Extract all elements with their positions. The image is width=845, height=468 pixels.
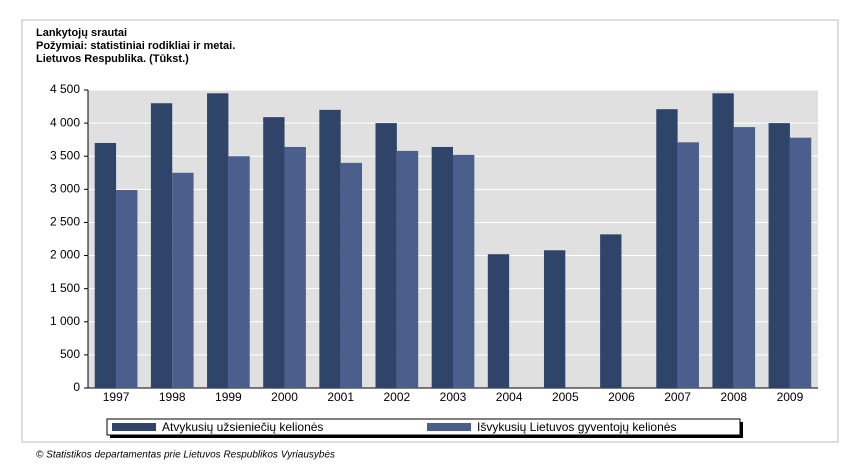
x-tick-label: 2004	[496, 390, 523, 404]
x-tick-label: 1998	[159, 390, 186, 404]
legend-label: Išvykusių Lietuvos gyventojų kelionės	[477, 420, 676, 434]
x-tick-label: 2006	[608, 390, 635, 404]
y-tick-label: 1 000	[50, 314, 80, 328]
bar	[116, 189, 138, 388]
bar	[375, 123, 397, 388]
bar	[263, 117, 285, 388]
bar	[207, 93, 229, 389]
x-tick-label: 2000	[271, 390, 298, 404]
bar	[340, 162, 363, 388]
x-tick-label: 1999	[215, 390, 242, 404]
subtitle: Lietuvos Respublika. (Tūkst.)	[36, 53, 189, 65]
x-tick-label: 2008	[720, 390, 747, 404]
bar	[487, 254, 510, 388]
bar	[768, 123, 790, 388]
bar	[94, 142, 117, 388]
bar	[789, 137, 812, 388]
x-tick-label: 2007	[664, 390, 691, 404]
x-tick-label: 2001	[327, 390, 354, 404]
bar	[712, 93, 734, 389]
legend-label: Atvykusių užsieniečių kelionės	[162, 420, 323, 434]
bar	[431, 146, 453, 388]
y-tick-label: 2 000	[50, 248, 80, 262]
bar	[677, 142, 699, 388]
source: © Statistikos departamentas prie Lietuvo…	[36, 450, 335, 461]
legend-swatch	[427, 423, 471, 431]
y-tick-label: 2 500	[50, 215, 80, 229]
bar	[172, 172, 194, 388]
y-tick-label: 500	[60, 347, 80, 361]
subtitle: Požymiai: statistiniai rodikliai ir meta…	[36, 40, 235, 52]
bar	[396, 150, 419, 388]
legend-swatch	[112, 423, 156, 431]
y-tick-label: 3 000	[50, 182, 80, 196]
x-tick-label: 2009	[777, 390, 804, 404]
bar	[319, 109, 341, 388]
chart-title: Lankytojų srautai	[36, 27, 127, 39]
bar	[453, 154, 475, 388]
bar	[228, 156, 250, 388]
x-tick-label: 1997	[103, 390, 130, 404]
bar	[733, 127, 756, 388]
bar	[656, 109, 678, 389]
y-tick-label: 3 500	[50, 148, 80, 162]
bar	[284, 146, 306, 388]
legend	[106, 418, 741, 436]
y-tick-label: 4 500	[50, 82, 80, 96]
bar	[543, 250, 566, 388]
y-tick-label: 1 500	[50, 281, 80, 295]
y-tick-label: 4 000	[50, 115, 80, 129]
bar	[600, 234, 622, 388]
bar	[150, 103, 173, 388]
y-tick-label: 0	[73, 380, 80, 394]
x-tick-label: 2003	[440, 390, 467, 404]
x-tick-label: 2005	[552, 390, 579, 404]
x-tick-label: 2002	[383, 390, 410, 404]
